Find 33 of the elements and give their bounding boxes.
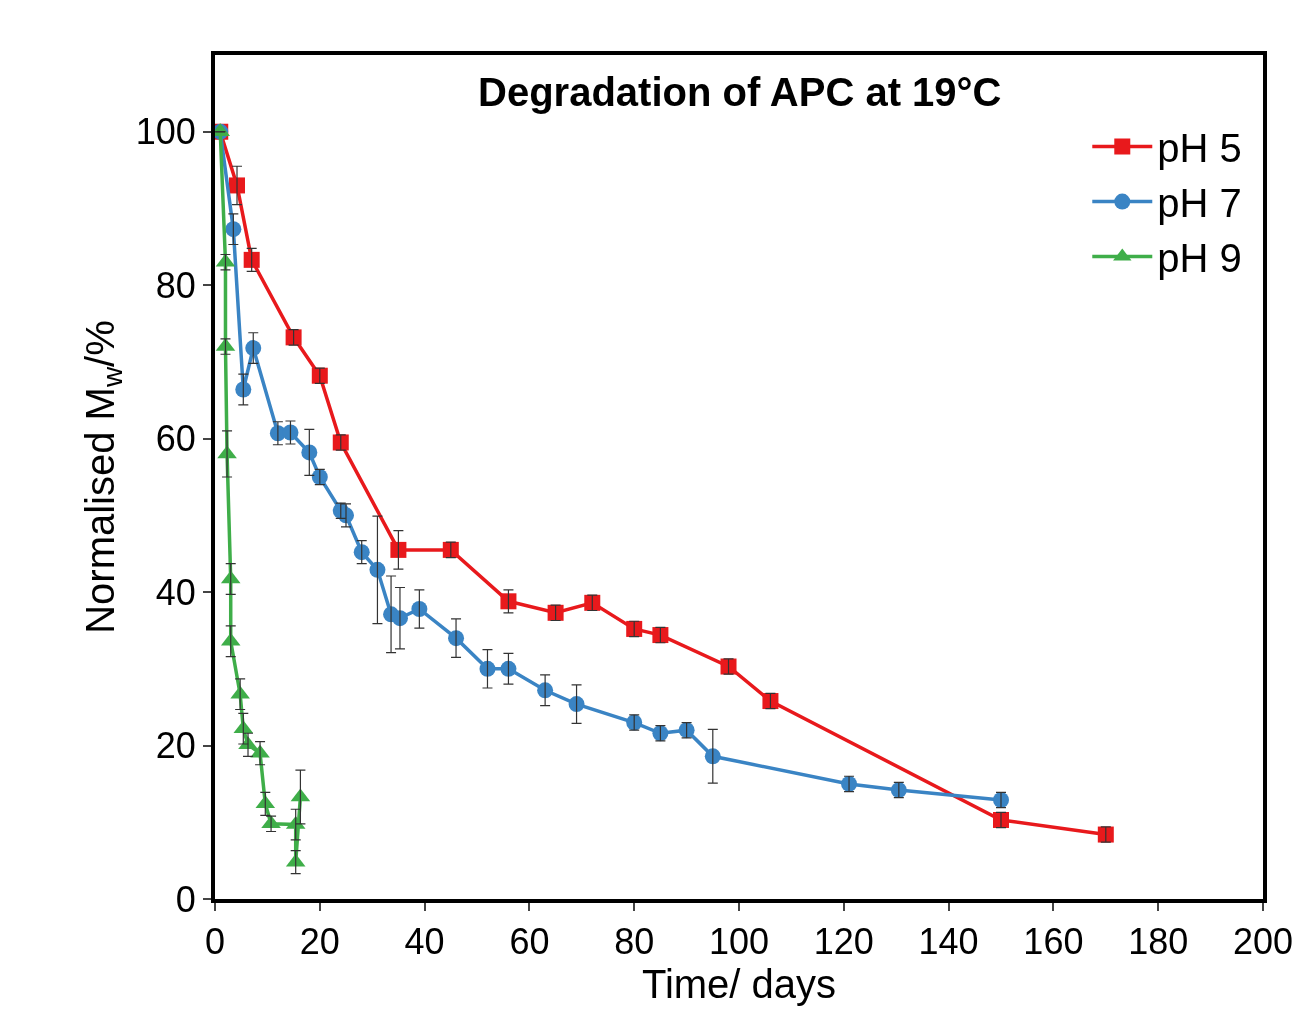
y-tick-label: 0 (175, 878, 196, 920)
x-tick-label: 20 (299, 921, 340, 963)
point (568, 696, 585, 713)
point (245, 340, 262, 357)
x-tick-label: 180 (1128, 921, 1189, 963)
point (390, 541, 407, 558)
point (369, 561, 386, 578)
point (500, 660, 517, 677)
x-tick-label: 0 (204, 921, 226, 963)
x-tick-label: 80 (614, 921, 655, 963)
legend-label: pH 9 (1157, 236, 1242, 281)
x-tick-label: 100 (708, 921, 770, 963)
chart-title: Degradation of APC at 19°C (478, 70, 1002, 114)
y-tick-label: 80 (155, 264, 196, 306)
y-tick-label: 60 (155, 418, 196, 460)
point (243, 251, 260, 268)
x-tick-label: 40 (404, 921, 445, 963)
point (411, 600, 428, 617)
x-tick-label: 120 (813, 921, 874, 963)
point (704, 748, 721, 765)
point (500, 593, 517, 610)
x-tick-label: 140 (918, 921, 979, 963)
point (353, 544, 370, 561)
x-axis-title: Time/ days (641, 962, 837, 1007)
x-tick-label: 200 (1232, 921, 1294, 963)
y-tick-label: 100 (135, 111, 196, 153)
y-tick-label: 20 (155, 725, 196, 767)
y-tick-label: 40 (155, 571, 196, 613)
legend-label: pH 5 (1157, 126, 1242, 171)
point (225, 221, 242, 238)
legend-label: pH 7 (1157, 181, 1242, 226)
x-tick-label: 60 (509, 921, 550, 963)
x-tick-label: 160 (1023, 921, 1084, 963)
